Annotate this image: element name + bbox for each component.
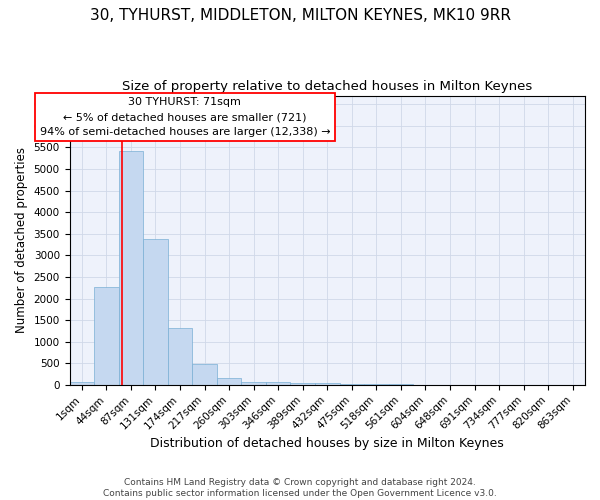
Bar xyxy=(217,378,241,385)
Bar xyxy=(143,239,168,385)
Text: 30 TYHURST: 71sqm
← 5% of detached houses are smaller (721)
94% of semi-detached: 30 TYHURST: 71sqm ← 5% of detached house… xyxy=(40,98,330,137)
Bar xyxy=(119,151,143,385)
Bar xyxy=(340,384,364,385)
Bar xyxy=(290,383,315,385)
Y-axis label: Number of detached properties: Number of detached properties xyxy=(15,147,28,333)
Bar xyxy=(315,384,340,385)
Bar xyxy=(168,328,192,385)
X-axis label: Distribution of detached houses by size in Milton Keynes: Distribution of detached houses by size … xyxy=(151,437,504,450)
Bar xyxy=(192,364,217,385)
Bar xyxy=(94,287,119,385)
Bar xyxy=(364,384,389,385)
Text: Contains HM Land Registry data © Crown copyright and database right 2024.
Contai: Contains HM Land Registry data © Crown c… xyxy=(103,478,497,498)
Bar xyxy=(266,382,290,385)
Title: Size of property relative to detached houses in Milton Keynes: Size of property relative to detached ho… xyxy=(122,80,532,93)
Text: 30, TYHURST, MIDDLETON, MILTON KEYNES, MK10 9RR: 30, TYHURST, MIDDLETON, MILTON KEYNES, M… xyxy=(89,8,511,22)
Bar xyxy=(241,382,266,385)
Bar xyxy=(70,382,94,385)
